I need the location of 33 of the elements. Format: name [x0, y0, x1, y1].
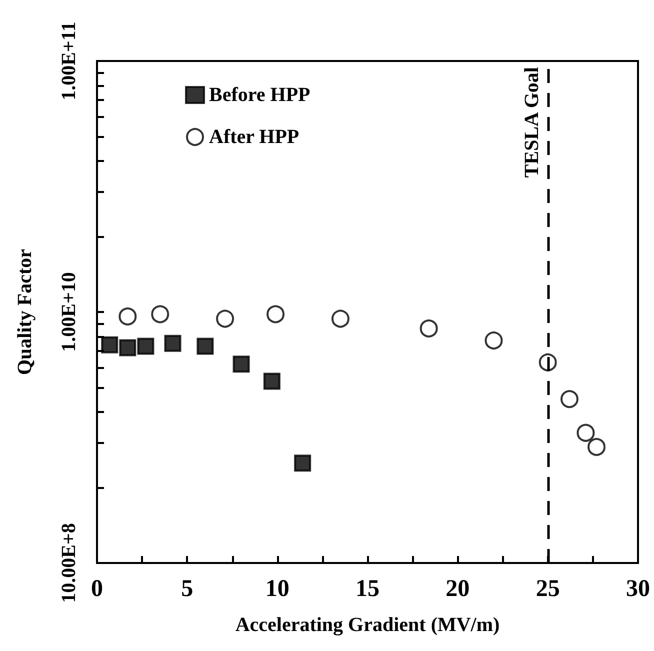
x-tick-label: 10: [265, 576, 290, 602]
point: [119, 339, 136, 356]
point: [196, 338, 214, 355]
y-tick-label: 1.00E+10: [58, 272, 80, 352]
point: [137, 338, 154, 355]
x-tick-label: 5: [181, 576, 194, 602]
y-tick-label: 10.00E+8: [58, 523, 80, 603]
ref-line-label: TESLA Goal: [520, 66, 543, 178]
point: [560, 390, 578, 408]
y-tick-label: 1.00E+11: [58, 22, 80, 100]
point: [151, 305, 170, 324]
x-tick-label: 30: [626, 576, 650, 602]
y-axis-title: Quality Factor: [14, 248, 36, 376]
point: [164, 334, 182, 352]
legend-label: Before HPP: [209, 84, 310, 106]
point: [420, 319, 438, 338]
x-tick-label: 0: [91, 576, 103, 602]
point: [294, 454, 312, 472]
x-tick-label: 20: [446, 576, 470, 602]
point: [484, 331, 503, 350]
point: [588, 438, 606, 456]
x-tick-label: 15: [356, 576, 380, 602]
point: [232, 356, 250, 373]
x-tick-label: 25: [536, 576, 560, 602]
point: [216, 310, 234, 328]
point: [331, 310, 350, 328]
point: [118, 307, 137, 326]
x-axis-title: Accelerating Gradient (MV/m): [235, 614, 500, 636]
point: [576, 424, 595, 442]
point: [266, 305, 285, 324]
legend-label: After HPP: [209, 126, 300, 148]
point: [101, 336, 118, 354]
point: [263, 372, 280, 390]
